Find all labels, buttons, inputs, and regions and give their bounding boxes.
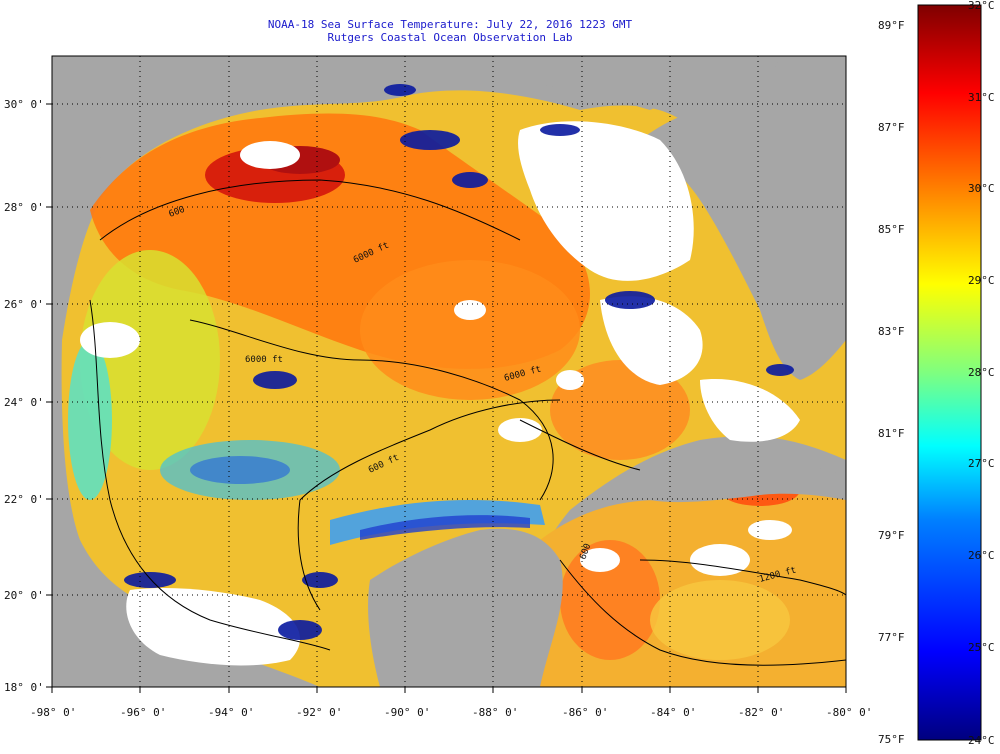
lat-tick-label: 18° 0'	[4, 681, 44, 694]
celsius-tick-label: 28°C	[968, 366, 995, 379]
depth-contours	[89, 179, 846, 666]
latitude-labels: 30° 0' 28° 0' 26° 0' 24° 0' 22° 0' 20° 0…	[4, 98, 44, 694]
lon-tick-label: -94° 0'	[208, 706, 254, 719]
lat-lon-grid	[52, 56, 846, 687]
lat-tick-label: 26° 0'	[4, 298, 44, 311]
lon-tick-label: -96° 0'	[120, 706, 166, 719]
celsius-tick-label: 30°C	[968, 182, 995, 195]
cuba-land	[640, 458, 846, 503]
fahrenheit-tick-label: 77°F	[878, 631, 905, 644]
colorbar-celsius-labels: 32°C 31°C 30°C 29°C 28°C 27°C 26°C 25°C …	[968, 0, 995, 747]
lon-tick-label: -88° 0'	[472, 706, 518, 719]
lon-tick-label: -82° 0'	[738, 706, 784, 719]
map-title: NOAA-18 Sea Surface Temperature: July 22…	[267, 18, 633, 31]
colorbar	[917, 4, 982, 741]
lon-tick-label: -86° 0'	[562, 706, 608, 719]
fahrenheit-tick-label: 83°F	[878, 325, 905, 338]
celsius-tick-label: 26°C	[968, 549, 995, 562]
tick-marks	[46, 103, 847, 693]
map-border	[51, 55, 847, 688]
longitude-labels: -98° 0' -96° 0' -94° 0' -92° 0' -90° 0' …	[30, 706, 872, 719]
lon-tick-label: -92° 0'	[296, 706, 342, 719]
lon-tick-label: -84° 0'	[650, 706, 696, 719]
fahrenheit-tick-label: 75°F	[878, 733, 905, 746]
lat-tick-label: 24° 0'	[4, 396, 44, 409]
yucatan-land	[368, 528, 563, 687]
lon-tick-label: -98° 0'	[30, 706, 76, 719]
florida-land	[640, 56, 846, 380]
us-coast-land	[52, 56, 780, 230]
celsius-tick-label: 31°C	[968, 91, 995, 104]
colorbar-fahrenheit-labels: 89°F 87°F 85°F 83°F 81°F 79°F 77°F 75°F	[878, 19, 905, 746]
cloud-cover	[80, 121, 800, 666]
fahrenheit-tick-label: 87°F	[878, 121, 905, 134]
celsius-tick-label: 24°C	[968, 734, 995, 747]
map-subtitle: Rutgers Coastal Ocean Observation Lab	[327, 31, 573, 44]
lon-tick-label: -80° 0'	[826, 706, 872, 719]
map-area: 600 6000 ft 6000 ft 600 ft 6000 ft 1200 …	[52, 56, 846, 687]
fahrenheit-tick-label: 89°F	[878, 19, 905, 32]
lat-tick-label: 28° 0'	[4, 201, 44, 214]
lat-tick-label: 20° 0'	[4, 589, 44, 602]
celsius-tick-label: 25°C	[968, 641, 995, 654]
contour-label: 6000 ft	[245, 355, 283, 365]
fahrenheit-tick-label: 79°F	[878, 529, 905, 542]
fahrenheit-tick-label: 85°F	[878, 223, 905, 236]
celsius-tick-label: 32°C	[968, 0, 995, 12]
lat-tick-label: 22° 0'	[4, 493, 44, 506]
celsius-tick-label: 29°C	[968, 274, 995, 287]
lat-tick-label: 30° 0'	[4, 98, 44, 111]
celsius-tick-label: 27°C	[968, 457, 995, 470]
fahrenheit-tick-label: 81°F	[878, 427, 905, 440]
mexico-land	[52, 300, 320, 687]
lon-tick-label: -90° 0'	[384, 706, 430, 719]
